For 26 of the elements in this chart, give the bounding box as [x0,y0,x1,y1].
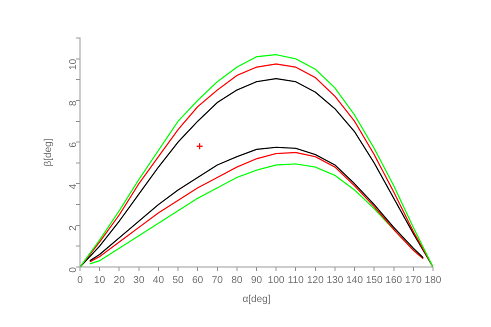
x-tick-label: 170 [405,274,422,286]
y-tick-label: 2 [68,224,79,231]
x-tick-label: 110 [288,274,304,286]
x-tick-label: 60 [192,274,204,286]
y-tick-label: 4 [68,183,79,190]
y-tick-label: 8 [68,100,79,106]
x-tick-label: 70 [212,274,224,286]
x-tick-label: 160 [385,274,403,286]
x-tick-label: 120 [306,274,324,286]
x-tick-label: 100 [268,274,285,286]
x-tick-label: 180 [424,274,442,286]
x-tick-label: 20 [114,274,126,286]
y-tick-label: 10 [68,58,79,70]
x-tick-label: 80 [231,274,243,286]
x-tick-label: 140 [346,274,364,286]
y-tick-label: 6 [68,142,79,148]
x-tick-label: 90 [250,274,262,286]
x-tick-label: 40 [152,274,164,286]
x-tick-label: 10 [94,274,106,286]
x-tick-label: 50 [172,274,184,286]
y-axis-title: β[deg] [42,138,54,166]
x-axis-title: α[deg] [242,294,271,305]
x-tick-label: 130 [326,274,344,286]
x-tick-label: 30 [133,274,145,286]
x-tick-label: 150 [366,274,383,286]
y-tick-label: 0 [68,266,79,273]
